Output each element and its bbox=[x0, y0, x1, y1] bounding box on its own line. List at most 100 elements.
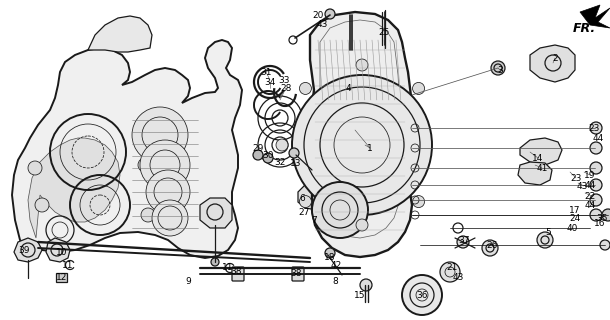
Polygon shape bbox=[200, 198, 232, 228]
Circle shape bbox=[537, 232, 553, 248]
Circle shape bbox=[590, 122, 602, 134]
Text: 3: 3 bbox=[497, 66, 503, 75]
Polygon shape bbox=[28, 138, 120, 238]
Circle shape bbox=[139, 124, 151, 136]
Text: 35: 35 bbox=[596, 213, 608, 222]
Circle shape bbox=[356, 59, 368, 71]
Text: 18: 18 bbox=[325, 253, 336, 262]
Text: 5: 5 bbox=[545, 228, 551, 236]
Circle shape bbox=[253, 150, 263, 160]
Text: 10: 10 bbox=[56, 247, 68, 257]
Circle shape bbox=[140, 140, 190, 190]
Circle shape bbox=[602, 209, 610, 221]
Text: 44: 44 bbox=[592, 133, 604, 142]
Circle shape bbox=[141, 208, 155, 222]
Circle shape bbox=[491, 61, 505, 75]
Polygon shape bbox=[520, 138, 562, 165]
Circle shape bbox=[590, 194, 602, 206]
Text: 36: 36 bbox=[416, 291, 428, 300]
Circle shape bbox=[402, 275, 442, 315]
Polygon shape bbox=[298, 183, 325, 210]
Text: 2: 2 bbox=[552, 53, 558, 62]
Circle shape bbox=[360, 279, 372, 291]
Circle shape bbox=[440, 262, 460, 282]
Circle shape bbox=[292, 75, 432, 215]
Text: 15: 15 bbox=[354, 292, 366, 300]
Circle shape bbox=[35, 198, 49, 212]
Text: 17: 17 bbox=[569, 205, 581, 214]
Text: 21: 21 bbox=[447, 263, 458, 273]
Text: 41: 41 bbox=[536, 164, 548, 172]
Text: 22: 22 bbox=[584, 191, 595, 201]
Circle shape bbox=[482, 240, 498, 256]
Circle shape bbox=[590, 209, 602, 221]
Circle shape bbox=[412, 83, 425, 94]
Text: 29: 29 bbox=[253, 143, 264, 153]
Circle shape bbox=[300, 83, 312, 94]
Text: 14: 14 bbox=[533, 154, 544, 163]
Text: 13: 13 bbox=[290, 158, 302, 167]
Polygon shape bbox=[14, 238, 42, 262]
Circle shape bbox=[412, 196, 425, 208]
Circle shape bbox=[138, 158, 152, 172]
Text: 43: 43 bbox=[576, 181, 587, 190]
Text: 33: 33 bbox=[278, 76, 290, 84]
Circle shape bbox=[312, 182, 368, 238]
Polygon shape bbox=[518, 162, 552, 185]
Circle shape bbox=[590, 162, 602, 174]
Circle shape bbox=[146, 170, 190, 214]
Text: 23: 23 bbox=[588, 124, 600, 132]
Circle shape bbox=[600, 240, 610, 250]
Polygon shape bbox=[12, 40, 242, 258]
Circle shape bbox=[276, 139, 288, 151]
Text: 11: 11 bbox=[222, 263, 234, 273]
Text: 27: 27 bbox=[298, 207, 310, 217]
Text: 34: 34 bbox=[264, 77, 276, 86]
Circle shape bbox=[356, 219, 368, 231]
Text: 1: 1 bbox=[367, 143, 373, 153]
Circle shape bbox=[152, 200, 188, 236]
Text: 20: 20 bbox=[312, 11, 324, 20]
Text: 26: 26 bbox=[486, 241, 498, 250]
Text: 44: 44 bbox=[584, 180, 595, 189]
Text: FR.: FR. bbox=[573, 22, 596, 35]
Circle shape bbox=[457, 236, 469, 248]
Polygon shape bbox=[310, 12, 412, 257]
Circle shape bbox=[325, 9, 335, 19]
Text: 12: 12 bbox=[56, 274, 68, 283]
Text: 43: 43 bbox=[452, 274, 464, 283]
Text: 19: 19 bbox=[584, 171, 596, 180]
Text: 4: 4 bbox=[345, 84, 351, 92]
Text: 28: 28 bbox=[281, 84, 292, 92]
Text: 9: 9 bbox=[185, 277, 191, 286]
Text: 25: 25 bbox=[378, 28, 390, 36]
Polygon shape bbox=[530, 45, 575, 82]
Circle shape bbox=[28, 161, 42, 175]
Text: 42: 42 bbox=[331, 260, 342, 269]
Circle shape bbox=[300, 196, 312, 208]
FancyBboxPatch shape bbox=[232, 267, 244, 281]
Circle shape bbox=[289, 148, 299, 158]
Text: 6: 6 bbox=[299, 194, 305, 203]
Text: 44: 44 bbox=[584, 201, 595, 210]
Circle shape bbox=[211, 258, 219, 266]
Polygon shape bbox=[580, 5, 610, 28]
Text: 37: 37 bbox=[458, 236, 470, 244]
Text: 39: 39 bbox=[18, 245, 30, 254]
Text: 7: 7 bbox=[311, 215, 317, 225]
Polygon shape bbox=[88, 16, 152, 52]
Circle shape bbox=[590, 142, 602, 154]
Circle shape bbox=[263, 153, 273, 163]
Text: 31: 31 bbox=[260, 68, 271, 76]
Text: 40: 40 bbox=[566, 223, 578, 233]
FancyBboxPatch shape bbox=[292, 267, 304, 281]
Text: 43: 43 bbox=[317, 20, 328, 28]
Text: 16: 16 bbox=[594, 219, 606, 228]
Text: 30: 30 bbox=[262, 150, 274, 159]
Bar bbox=[56, 273, 67, 282]
Polygon shape bbox=[46, 238, 70, 262]
Text: 32: 32 bbox=[274, 157, 285, 166]
Circle shape bbox=[325, 248, 335, 258]
Text: 11: 11 bbox=[62, 260, 74, 269]
Text: 23: 23 bbox=[570, 173, 582, 182]
